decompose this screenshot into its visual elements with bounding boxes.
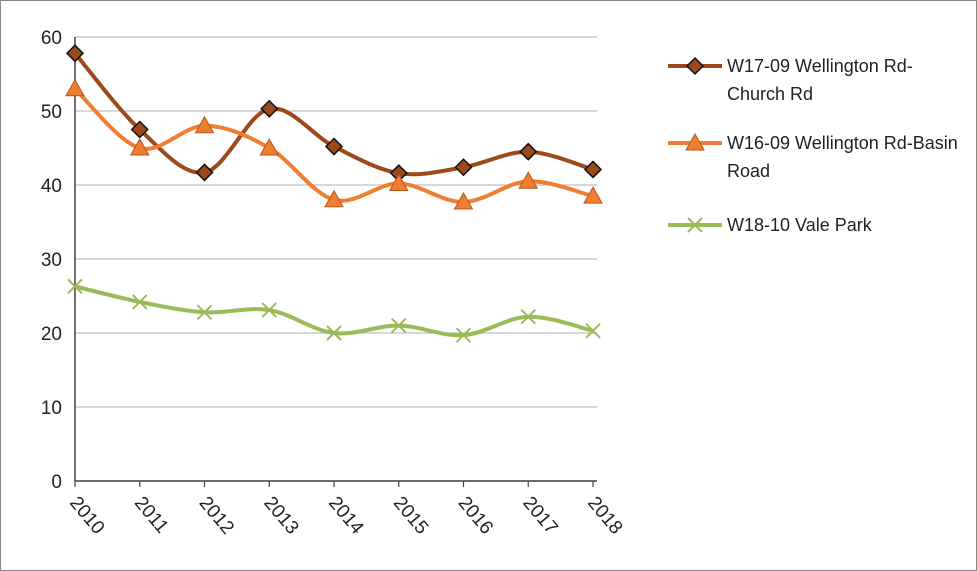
y-tick-label: 40 bbox=[41, 176, 62, 197]
legend-label: W18-10 Vale Park bbox=[727, 215, 872, 235]
data-point bbox=[324, 137, 344, 156]
y-tick-label: 50 bbox=[41, 102, 62, 123]
data-point bbox=[518, 171, 539, 189]
data-point bbox=[388, 173, 409, 192]
data-point bbox=[195, 163, 214, 182]
data-point bbox=[583, 186, 603, 204]
series-line bbox=[73, 51, 594, 177]
y-tick-label: 60 bbox=[41, 28, 62, 49]
data-point bbox=[194, 115, 215, 134]
data-point bbox=[326, 325, 342, 341]
legend-marker bbox=[685, 56, 705, 76]
data-point bbox=[585, 323, 601, 339]
data-point bbox=[455, 327, 472, 343]
y-tick-label: 10 bbox=[41, 398, 62, 419]
data-point bbox=[261, 302, 277, 318]
y-tick-label: 20 bbox=[41, 324, 62, 345]
data-point bbox=[391, 317, 407, 334]
legend-label: W17-09 Wellington Rd-Church Rd bbox=[727, 56, 913, 104]
data-point bbox=[453, 192, 474, 210]
y-tick-label: 30 bbox=[41, 250, 62, 271]
data-point bbox=[196, 304, 213, 320]
data-point bbox=[129, 137, 150, 156]
data-point bbox=[130, 120, 149, 139]
data-point bbox=[520, 309, 536, 325]
data-point bbox=[132, 294, 148, 310]
data-point bbox=[583, 160, 603, 179]
data-point bbox=[454, 158, 473, 177]
data-point bbox=[259, 137, 280, 156]
y-tick-label: 0 bbox=[51, 472, 62, 493]
legend-label: W16-09 Wellington Rd-Basin Road bbox=[727, 133, 958, 181]
data-point bbox=[324, 189, 344, 208]
data-point bbox=[519, 142, 538, 161]
data-point bbox=[67, 278, 83, 295]
data-point bbox=[65, 78, 85, 97]
legend-marker bbox=[687, 217, 703, 233]
data-point bbox=[65, 44, 85, 63]
data-point bbox=[260, 99, 279, 118]
legend-marker bbox=[685, 132, 705, 151]
